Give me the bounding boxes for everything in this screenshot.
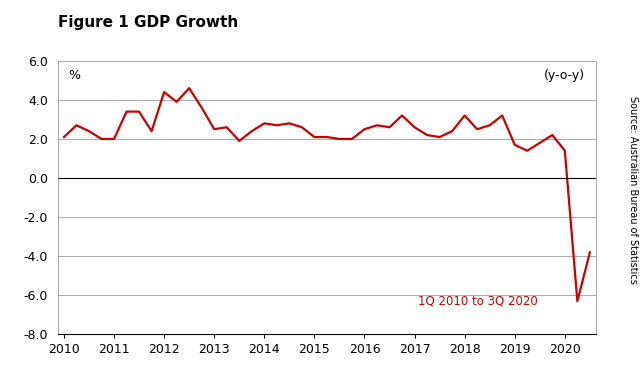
Text: %: % [69,69,81,82]
Text: Source: Australian Bureau of Statistics: Source: Australian Bureau of Statistics [628,96,638,284]
Text: 1Q 2010 to 3Q 2020: 1Q 2010 to 3Q 2020 [419,294,538,307]
Text: Figure 1 GDP Growth: Figure 1 GDP Growth [58,15,238,30]
Text: (y-o-y): (y-o-y) [544,69,585,82]
